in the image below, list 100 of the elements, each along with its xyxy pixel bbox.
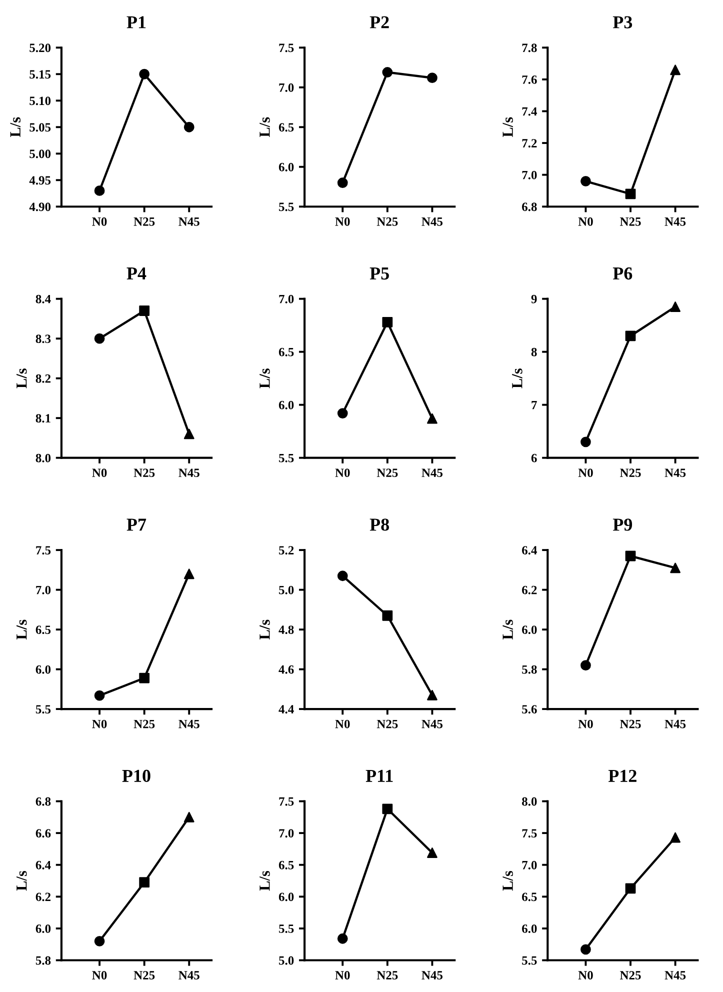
x-tick-label: N0 <box>335 720 350 728</box>
x-tick-label: N45 <box>178 217 200 226</box>
y-tick-label: 7.8 <box>522 44 537 52</box>
x-tick-label: N0 <box>335 468 350 478</box>
y-tick-label: 5.5 <box>522 956 537 965</box>
y-tick-label: 4.6 <box>278 665 294 674</box>
point <box>184 122 194 132</box>
x-tick-label: N45 <box>664 217 686 226</box>
y-tick-label: 7.0 <box>522 170 537 180</box>
chart-title: P2 <box>370 16 389 28</box>
x-tick-label: N25 <box>134 217 155 226</box>
x-tick-label: N25 <box>620 468 641 478</box>
y-tick-label: 5.5 <box>279 202 294 212</box>
y-tick-label: 7.0 <box>279 294 294 304</box>
y-tick-label: 7.2 <box>522 139 537 148</box>
y-tick-label: 6.5 <box>278 348 294 356</box>
y-tick-label: 5.05 <box>30 123 51 132</box>
y-axis-title: L/s <box>502 870 513 891</box>
y-tick-label: 8.1 <box>36 414 50 423</box>
y-tick-label: 6.5 <box>278 123 294 132</box>
y-tick-label: 7 <box>532 400 537 410</box>
y-tick-label: 5.15 <box>30 70 51 79</box>
x-tick-label: N25 <box>620 720 641 728</box>
y-tick-label: 6.4 <box>36 860 51 870</box>
y-tick-label: 6.0 <box>278 400 294 410</box>
y-tick-label: 7.6 <box>522 75 537 84</box>
y-tick-label: 6.0 <box>522 924 537 933</box>
y-tick-label: 7.5 <box>36 546 51 555</box>
y-tick-label: 5.6 <box>522 705 537 714</box>
y-tick-label: 6.0 <box>522 626 537 634</box>
x-tick-label: N0 <box>578 720 593 728</box>
point <box>427 72 438 84</box>
chart-title: P5 <box>370 268 389 280</box>
y-tick-label: 5.2 <box>279 546 294 555</box>
x-tick-label: N45 <box>178 971 200 980</box>
point <box>94 186 105 196</box>
point <box>337 178 348 188</box>
chart-title: P4 <box>126 268 146 280</box>
y-axis-title: L/s <box>502 117 513 138</box>
y-axis-title: L/s <box>260 117 270 138</box>
x-tick-label: N45 <box>178 720 200 728</box>
y-tick-label: 8.4 <box>36 294 51 304</box>
x-tick-label: N25 <box>376 971 398 980</box>
x-tick-label: N45 <box>664 971 686 980</box>
y-tick-label: 5.8 <box>36 956 51 965</box>
y-axis-title: L/s <box>16 870 27 891</box>
x-tick-label: N0 <box>92 720 107 728</box>
y-tick-label: 5.20 <box>30 44 51 52</box>
y-axis-title: L/s <box>16 368 27 388</box>
x-tick-label: N25 <box>376 720 398 728</box>
x-tick-label: N45 <box>422 720 443 728</box>
y-tick-label: 5.8 <box>522 665 537 674</box>
chart-title: P7 <box>126 518 146 531</box>
y-tick-label: 8.0 <box>36 454 51 462</box>
chart-title: P12 <box>608 770 636 782</box>
y-axis-title: L/s <box>512 368 522 388</box>
y-tick-label: 6.8 <box>522 202 537 212</box>
y-tick-label: 6.0 <box>278 162 294 172</box>
x-tick-label: N25 <box>134 971 155 980</box>
y-tick-label: 4.8 <box>278 626 294 634</box>
y-tick-label: 5.0 <box>279 956 294 965</box>
x-tick-label: N0 <box>92 971 107 980</box>
y-axis-title: L/s <box>502 620 513 640</box>
y-tick-label: 8 <box>531 348 537 356</box>
y-tick-label: 6.5 <box>278 860 294 870</box>
y-tick-label: 7.0 <box>279 83 294 92</box>
x-tick-label: N45 <box>422 468 443 478</box>
x-tick-label: N45 <box>664 468 686 478</box>
y-tick-label: 4.95 <box>29 176 51 185</box>
chart-title: P10 <box>122 770 150 782</box>
y-axis-title: L/s <box>260 368 270 388</box>
y-tick-label: 8.2 <box>36 374 50 383</box>
x-tick-label: N0 <box>578 971 593 980</box>
y-tick-label: 7.0 <box>522 860 537 870</box>
x-tick-label: N0 <box>578 217 593 226</box>
x-tick-label: N25 <box>376 217 398 226</box>
x-tick-label: N0 <box>92 468 107 478</box>
x-tick-label: N25 <box>376 468 398 478</box>
x-tick-label: N25 <box>620 971 641 980</box>
x-tick-label: N0 <box>335 971 350 980</box>
y-tick-label: 6.4 <box>522 546 537 555</box>
x-tick-label: N0 <box>335 217 350 226</box>
y-tick-label: 7.5 <box>522 829 537 838</box>
y-tick-label: 5.5 <box>36 705 51 714</box>
y-tick-label: 9 <box>531 294 537 304</box>
y-tick-label: 4.90 <box>29 202 51 212</box>
chart-title: P8 <box>370 518 390 531</box>
y-tick-label: 6.2 <box>36 892 50 902</box>
x-tick-label: N45 <box>664 720 686 728</box>
y-tick-label: 5.0 <box>279 586 294 594</box>
y-axis-title: L/s <box>10 117 21 138</box>
x-tick-label: N25 <box>134 720 155 728</box>
y-tick-label: 8.0 <box>522 797 537 806</box>
y-tick-label: 6.5 <box>522 892 537 902</box>
y-axis-title: L/s <box>16 620 27 640</box>
y-tick-label: 7.0 <box>36 586 51 594</box>
point <box>139 68 150 80</box>
y-tick-label: 6.0 <box>36 924 51 933</box>
y-tick-label: 5.5 <box>279 454 294 462</box>
y-tick-label: 4.4 <box>278 705 294 714</box>
